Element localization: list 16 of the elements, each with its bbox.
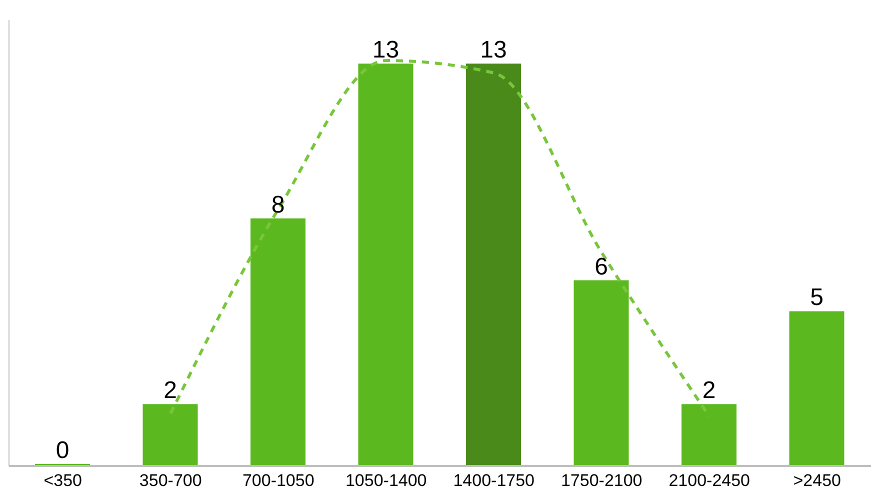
x-tick-label: 2100-2450	[668, 471, 750, 490]
data-label: 0	[56, 437, 70, 464]
data-label: 8	[271, 191, 285, 218]
data-label: 2	[164, 377, 177, 404]
data-label: 5	[810, 284, 824, 312]
data-label: 6	[594, 253, 608, 280]
x-tick-label: 1750-2100	[560, 471, 642, 490]
x-tick-label: 1050-1400	[345, 471, 427, 490]
data-label: 13	[480, 36, 507, 64]
data-label: 2	[702, 377, 716, 404]
x-tick-label: >2450	[793, 471, 841, 490]
x-tick-label: 350-700	[139, 471, 202, 490]
data-label: 13	[372, 36, 400, 64]
x-tick-label: 1400-1750	[453, 471, 535, 490]
x-tick-label: 700-1050	[242, 471, 314, 490]
x-tick-label: <350	[44, 471, 82, 490]
